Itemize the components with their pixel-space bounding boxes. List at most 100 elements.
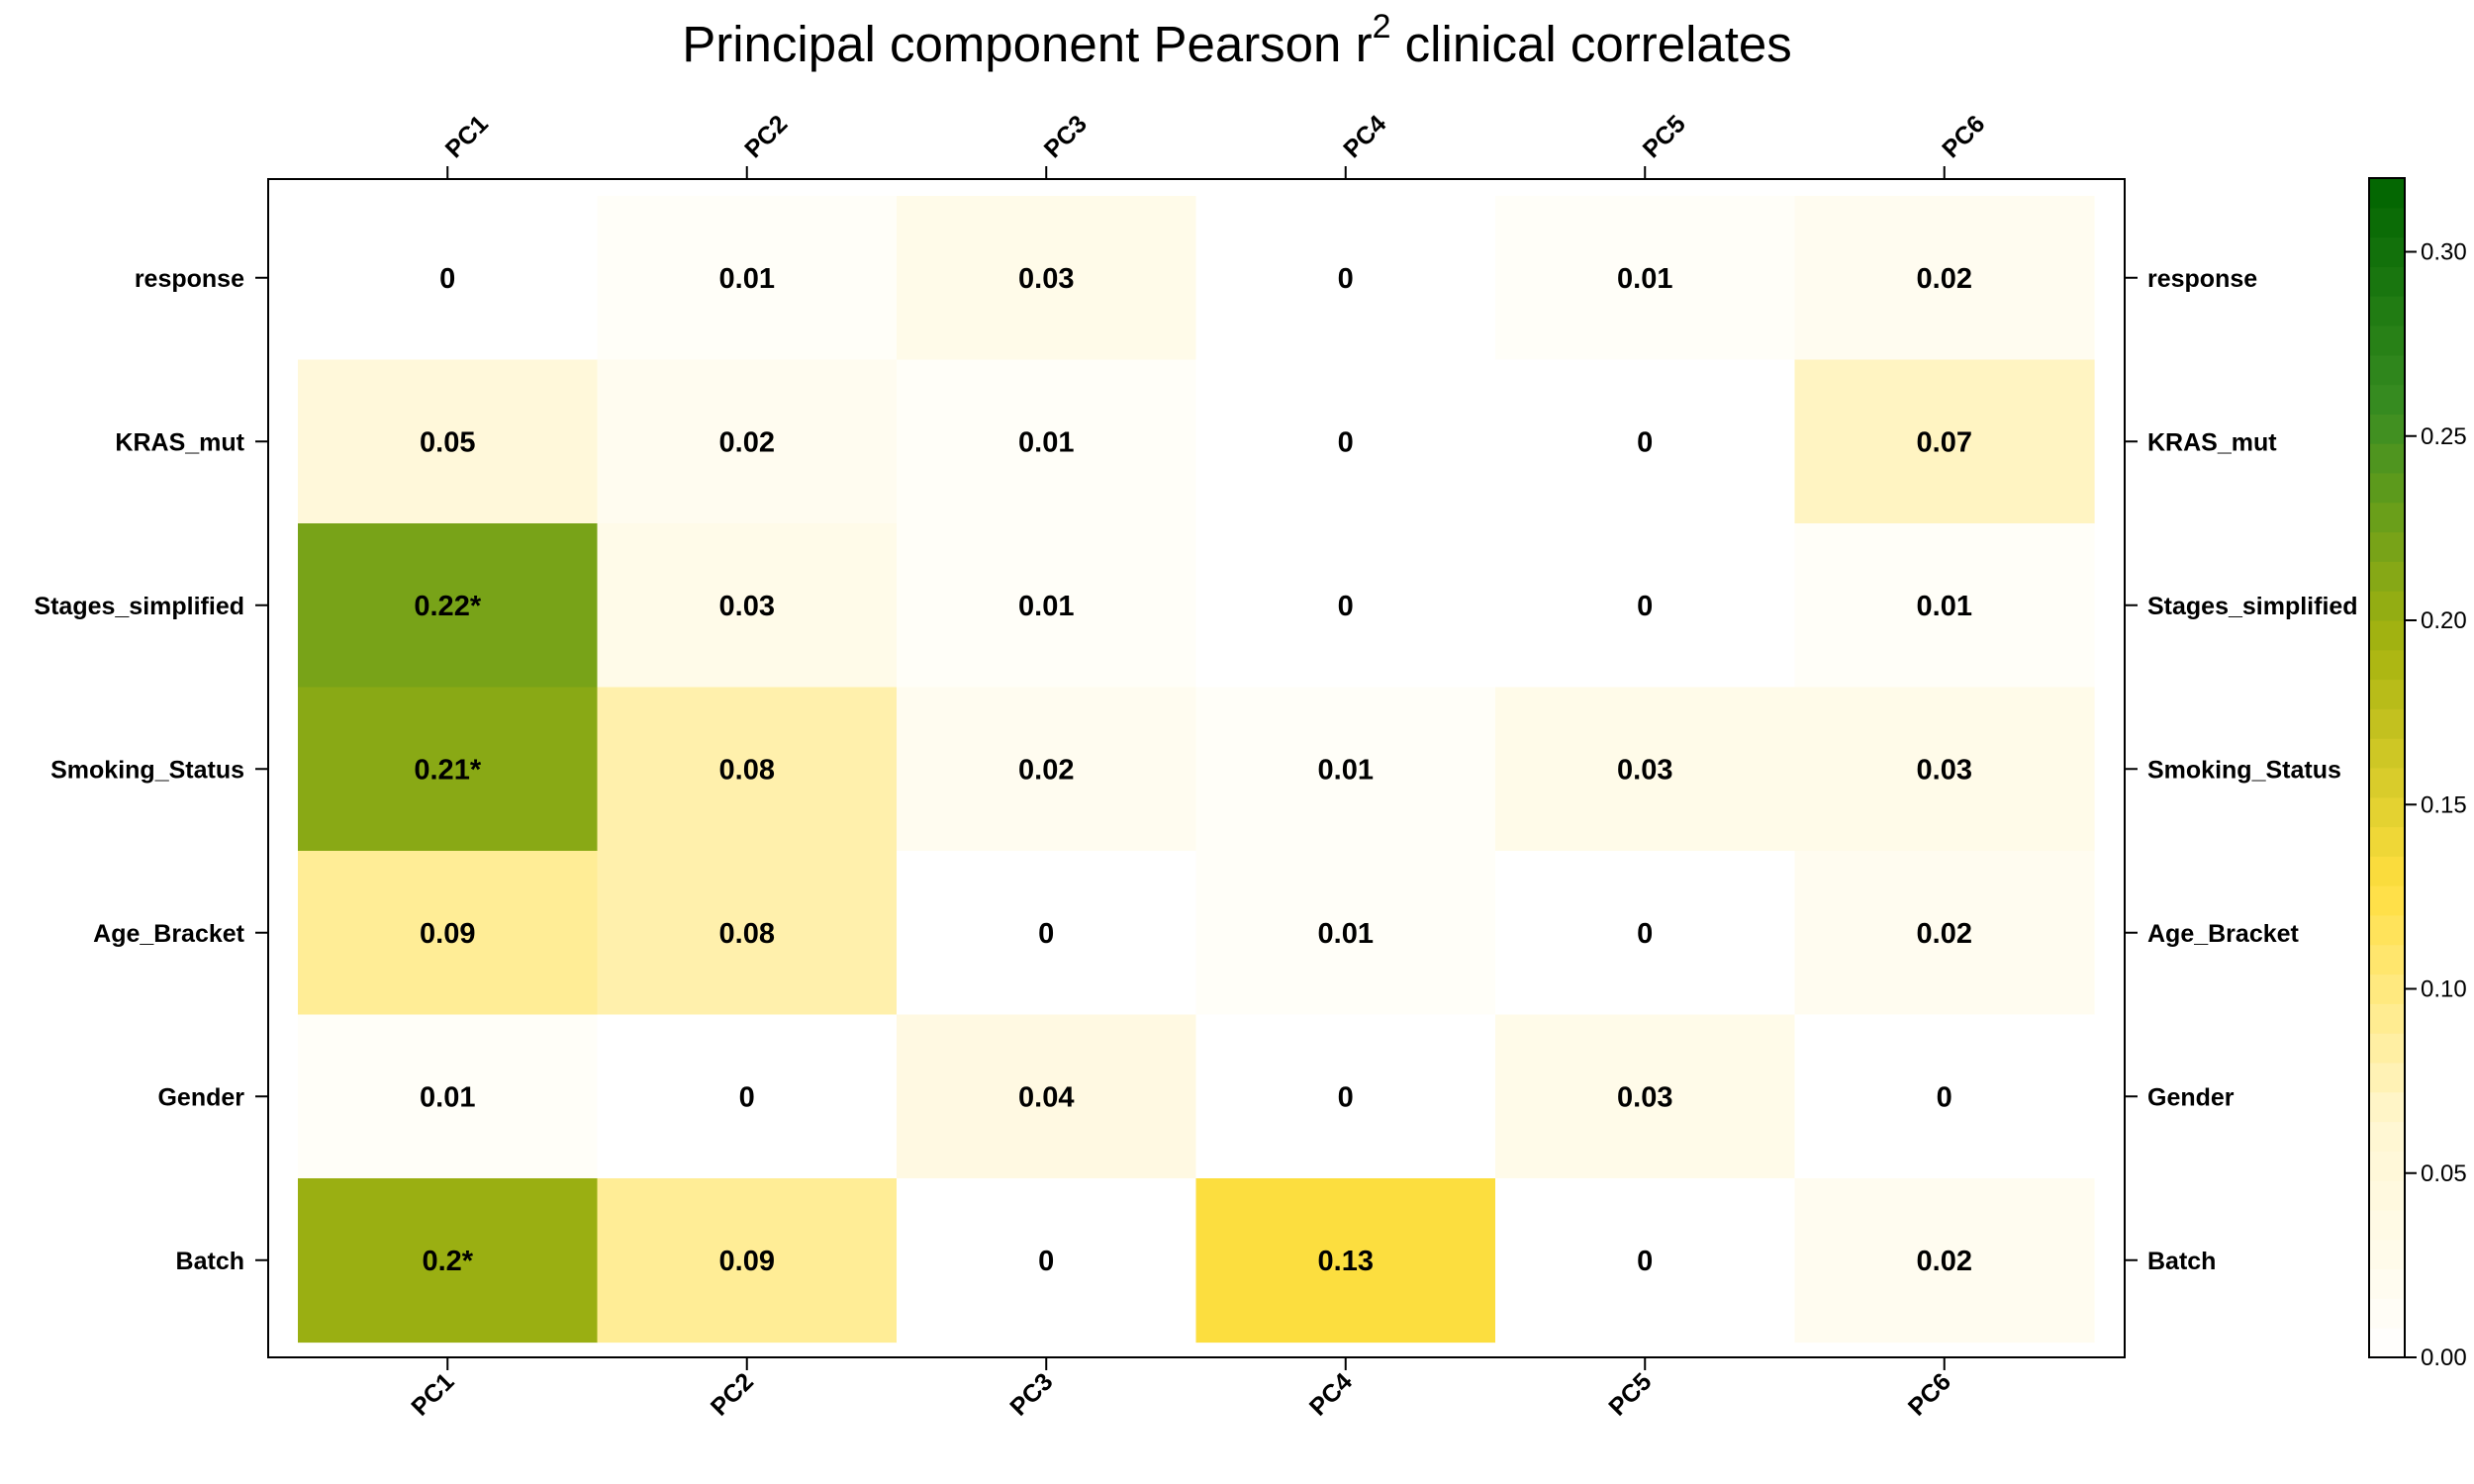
cell-value-label: 0.02: [1917, 263, 1972, 295]
colorbar-band: [2369, 384, 2405, 415]
colorbar-band: [2369, 708, 2405, 739]
cell-value-label: 0.21*: [414, 754, 481, 786]
cell-value-label: 0.03: [719, 591, 775, 622]
column-label-bottom: PC6: [1903, 1367, 1956, 1421]
colorbar: 0.00 0.05 0.10 0.15 0.20 0.25 0.30: [2368, 177, 2467, 1371]
colorbar-tick-label: 0.00: [2421, 1345, 2467, 1371]
heatmap-cell: [597, 359, 898, 524]
cell-value-label: 0.09: [420, 918, 475, 950]
row-label-left: Age_Bracket: [93, 920, 245, 948]
cell-value-label: 0.01: [1018, 426, 1074, 458]
heatmap-cell: [298, 1178, 599, 1344]
colorbar-tick-label: 0.10: [2421, 976, 2467, 1003]
cell-value-label: 0.05: [420, 426, 475, 458]
colorbar-band: [2369, 354, 2405, 386]
heatmap-cell: [1495, 523, 1796, 689]
heatmap-cell: [1195, 196, 1496, 361]
row-label-right: KRAS_mut: [2147, 428, 2277, 456]
colorbar-band: [2369, 1121, 2405, 1152]
colorbar-tick-label: 0.30: [2421, 239, 2467, 266]
colorbar-band: [2369, 531, 2405, 562]
colorbar-band: [2369, 1328, 2405, 1358]
cell-value-label: 0: [1338, 263, 1354, 295]
heatmap-cell: [597, 1014, 898, 1179]
heatmap-cell: [298, 1014, 599, 1179]
column-label-bottom: PC1: [406, 1367, 459, 1421]
column-label-top: PC5: [1638, 110, 1691, 163]
cell-value-label: 0.04: [1018, 1081, 1074, 1113]
cell-value-label: 0.03: [1018, 263, 1074, 295]
cell-value-label: 0: [1637, 426, 1653, 458]
heatmap-cell: [298, 851, 599, 1016]
heatmap-cell: [1495, 687, 1796, 852]
heatmap-cell: [1495, 1014, 1796, 1179]
colorbar-band: [2369, 178, 2405, 209]
colorbar-frame: [2368, 177, 2406, 1358]
heatmap-cell: [1195, 359, 1496, 524]
heatmap-cells: 0 0.01 0.03 0 0.01 0.02 0.05 0.02 0.01 0 0 0.07 0.22…: [298, 196, 2095, 1344]
cell-value-label: 0: [739, 1081, 755, 1113]
colorbar-band: [2369, 1268, 2405, 1299]
heatmap-cell: [1195, 523, 1496, 689]
heatmap-cell: [1794, 851, 2095, 1016]
heatmap-cell: [1794, 1014, 2095, 1179]
column-label-top: PC4: [1338, 110, 1391, 163]
cell-value-label: 0.09: [719, 1246, 775, 1277]
cell-value-label: 0.01: [1318, 754, 1374, 786]
row-label-left: Stages_simplified: [34, 593, 244, 620]
colorbar-band: [2369, 207, 2405, 238]
colorbar-band: [2369, 1033, 2405, 1064]
column-label-bottom: PC5: [1603, 1367, 1657, 1421]
heatmap-cell: [897, 687, 1197, 852]
colorbar-band: [2369, 679, 2405, 709]
row-label-left: KRAS_mut: [115, 428, 244, 456]
colorbar-band: [2369, 738, 2405, 769]
colorbar-band: [2369, 236, 2405, 267]
cell-value-label: 0.01: [719, 263, 775, 295]
cell-value-label: 0.03: [1617, 1081, 1672, 1113]
column-label-top: PC2: [739, 110, 793, 163]
heatmap-cell: [897, 359, 1197, 524]
colorbar-band: [2369, 649, 2405, 681]
heatmap-cell: [597, 1178, 898, 1344]
cell-value-label: 0: [1637, 1246, 1653, 1277]
column-label-top: PC1: [440, 110, 494, 163]
chart-title-superscript: 2: [1373, 8, 1391, 46]
cell-value-label: 0: [439, 263, 455, 295]
row-label-right: Batch: [2147, 1248, 2216, 1275]
colorbar-band: [2369, 1210, 2405, 1241]
column-label-bottom: PC3: [1004, 1367, 1058, 1421]
heatmap-cell: [1495, 196, 1796, 361]
heatmap-cell: [897, 523, 1197, 689]
column-label-bottom: PC2: [706, 1367, 759, 1421]
cell-value-label: 0: [1038, 1246, 1054, 1277]
heatmap-cell: [897, 1014, 1197, 1179]
colorbar-band: [2369, 325, 2405, 356]
colorbar-band: [2369, 974, 2405, 1004]
heatmap-cell: [1794, 523, 2095, 689]
colorbar-band: [2369, 1180, 2405, 1211]
heatmap-cell: [897, 196, 1197, 361]
heatmap-cell: [897, 1178, 1197, 1344]
colorbar-band: [2369, 856, 2405, 886]
heatmap-cell: [1195, 1014, 1496, 1179]
cell-value-label: 0.02: [1917, 1246, 1972, 1277]
cell-value-label: 0.07: [1917, 426, 1972, 458]
colorbar-band: [2369, 1151, 2405, 1181]
column-label-top: PC6: [1937, 110, 1990, 163]
cell-value-label: 0.13: [1318, 1246, 1374, 1277]
heatmap-cell: [1195, 1178, 1496, 1344]
row-label-right: Age_Bracket: [2147, 920, 2300, 948]
colorbar-band: [2369, 591, 2405, 621]
cell-value-label: 0.02: [1917, 918, 1972, 950]
row-label-left: response: [135, 265, 244, 293]
cell-value-label: 0.08: [719, 918, 775, 950]
cell-value-label: 0: [1637, 591, 1653, 622]
heatmap-cell: [1794, 687, 2095, 852]
row-label-right: response: [2147, 265, 2257, 293]
colorbar-band: [2369, 620, 2405, 651]
heatmap-cell: [1794, 1178, 2095, 1344]
colorbar-tick-label: 0.25: [2421, 423, 2467, 450]
chart-title-suffix: clinical correlates: [1390, 16, 1791, 72]
